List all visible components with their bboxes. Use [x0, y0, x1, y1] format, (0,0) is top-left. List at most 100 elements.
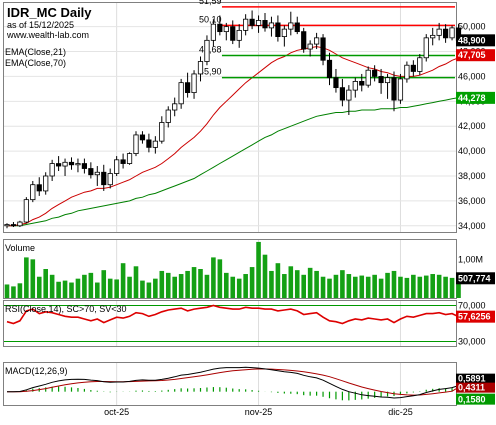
volume-bar: [198, 269, 203, 298]
candle-body: [397, 78, 404, 101]
candle-body: [172, 103, 178, 111]
ema21-line: [7, 46, 459, 227]
ema70-line-group: [7, 97, 459, 227]
candle-body: [410, 64, 416, 72]
candle-body: [178, 82, 184, 105]
price-level-label: 50,10: [199, 14, 222, 24]
candle-body: [56, 163, 62, 167]
rsi-title: RSI(Close,14), SC>70, SV<30: [5, 304, 127, 314]
volume-bar: [430, 274, 435, 298]
price-tags: 48,90047,70544,278507,77457,62560,58910,…: [456, 34, 495, 405]
volume-bar: [69, 282, 74, 298]
volume-bar: [114, 279, 119, 298]
candle-body: [449, 27, 455, 39]
volume-bar: [385, 272, 390, 298]
candle-body: [326, 59, 333, 79]
volume-bar: [146, 282, 152, 298]
volume-bar: [423, 275, 429, 298]
candle-body: [197, 61, 204, 75]
candle-body: [339, 87, 346, 101]
ema21-tag-box: [456, 49, 495, 62]
volume-bar: [294, 270, 300, 298]
price-y-tick-label: 34,000: [458, 221, 486, 231]
candle-body: [49, 163, 55, 177]
volume-bar: [82, 274, 87, 298]
macd-title: MACD(12,26,9): [5, 366, 68, 376]
volume-bar: [353, 276, 358, 298]
volume-bar: [178, 274, 184, 298]
volume-title: Volume: [5, 243, 35, 253]
rsi-series: [4, 304, 459, 342]
volume-bar: [211, 257, 216, 298]
volume-bar: [204, 274, 210, 298]
price-y-tick-label: 40,000: [458, 146, 486, 156]
candle-body: [210, 23, 216, 41]
candle-body: [10, 224, 17, 227]
website-label: www.wealth-lab.com: [6, 30, 89, 40]
volume-bar: [43, 269, 48, 298]
candle-body: [107, 173, 113, 186]
candle-body: [352, 81, 358, 91]
volume-bar: [398, 276, 403, 298]
price-tag-box: [456, 34, 495, 47]
volume-tag-box: [456, 272, 495, 285]
volume-bar: [224, 272, 229, 298]
volume-bar: [249, 267, 255, 298]
volume-bar: [301, 274, 306, 298]
candle-body: [152, 140, 158, 148]
candle-body: [288, 22, 294, 30]
volume-bar: [443, 276, 448, 298]
candle-body: [165, 109, 171, 123]
price-tag-label: 48,900: [458, 35, 486, 45]
volume-bar: [185, 270, 190, 298]
price-pane-frame: [3, 2, 457, 233]
candle-body: [430, 34, 436, 39]
candle-body: [101, 171, 107, 186]
volume-bar: [17, 283, 23, 298]
volume-bar: [230, 276, 236, 298]
volume-bar: [314, 270, 319, 298]
macd-line: [7, 366, 459, 399]
price-y-tick-label: 46,000: [458, 71, 486, 81]
candle-body: [88, 168, 94, 176]
volume-bar: [436, 274, 442, 298]
candle-body: [313, 37, 320, 45]
candle-body: [146, 139, 152, 148]
candle-body: [62, 161, 68, 167]
volume-bar: [359, 275, 365, 298]
volume-bar: [256, 241, 261, 298]
candle-body: [262, 20, 268, 29]
as-of-date: as of 15/12/2025: [7, 20, 74, 30]
signal-tag-box: [456, 382, 495, 393]
candle-body: [384, 77, 391, 84]
candle-body: [139, 134, 146, 141]
volume-bar: [24, 257, 29, 298]
macd-signal-line: [7, 368, 459, 396]
price-level-label: 47,68: [199, 45, 222, 55]
volume-bar: [365, 276, 371, 298]
candle-body: [236, 29, 242, 41]
candle-body: [184, 82, 191, 94]
candle-body: [191, 73, 197, 94]
ema21-line-group: [7, 46, 459, 227]
macd-tag-box: [456, 373, 495, 384]
x-tick-label: oct-25: [104, 407, 129, 417]
x-tick-label: dic-25: [388, 407, 413, 417]
x-tick-label: nov-25: [245, 407, 273, 417]
candle-body: [23, 199, 29, 223]
candle-body: [223, 26, 229, 33]
rsi-line: [6, 304, 459, 325]
volume-bar: [101, 270, 107, 298]
histogram-tag-box: [456, 393, 495, 405]
candle-body: [333, 77, 339, 89]
rsi-tag-label: 57,6256: [458, 312, 491, 322]
volume-bar: [346, 274, 352, 298]
rsi-y-tick-label: 70,000: [458, 301, 486, 311]
volume-bar: [269, 270, 274, 298]
candle-body: [320, 37, 326, 61]
volume-bar: [333, 274, 339, 298]
candle-body: [346, 89, 352, 101]
candle-body: [126, 153, 133, 164]
